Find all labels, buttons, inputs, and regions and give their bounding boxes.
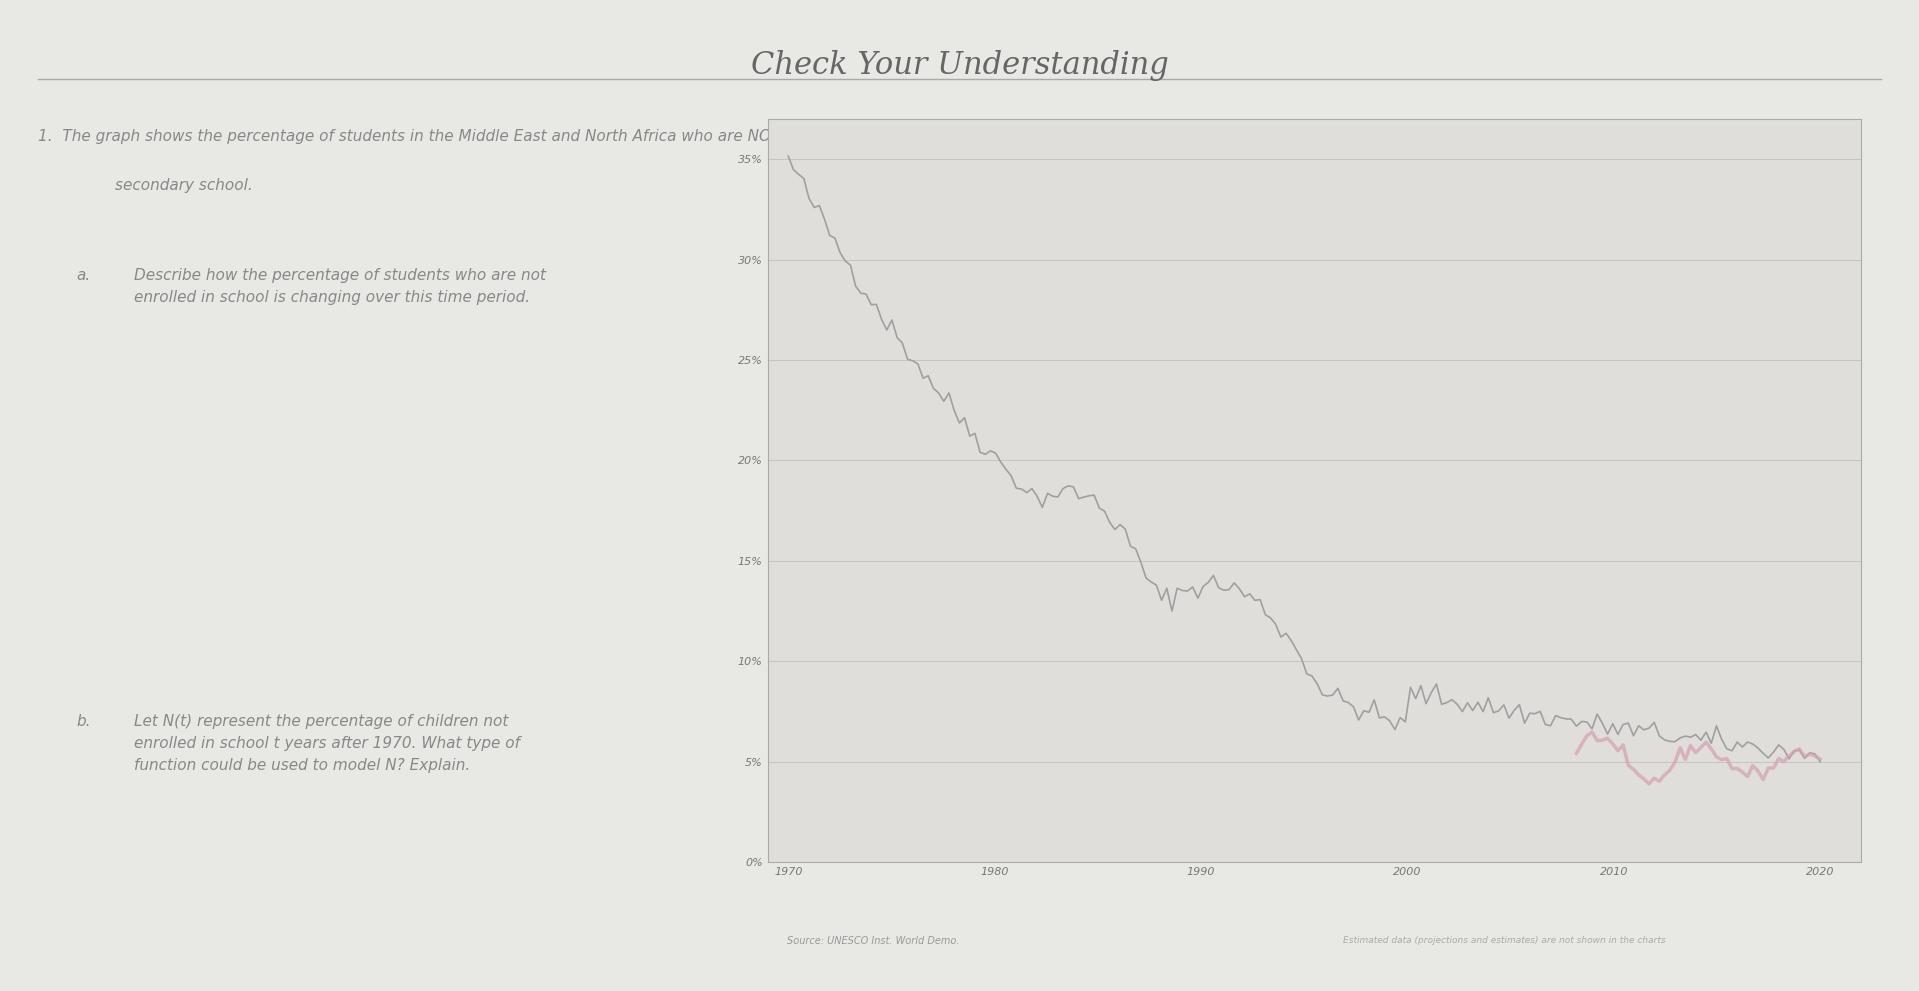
Text: b.: b. bbox=[77, 714, 92, 728]
Text: Estimated data (projections and estimates) are not shown in the charts: Estimated data (projections and estimate… bbox=[1343, 936, 1666, 945]
Text: Source: UNESCO Inst. World Demo.: Source: UNESCO Inst. World Demo. bbox=[787, 936, 960, 946]
Text: Let N(t) represent the percentage of children not
enrolled in school t years aft: Let N(t) represent the percentage of chi… bbox=[134, 714, 520, 773]
Text: Describe how the percentage of students who are not
enrolled in school is changi: Describe how the percentage of students … bbox=[134, 268, 547, 305]
Text: a.: a. bbox=[77, 268, 90, 282]
Text: Check Your Understanding: Check Your Understanding bbox=[750, 50, 1169, 80]
Text: secondary school.: secondary school. bbox=[115, 178, 253, 193]
Text: 1.  The graph shows the percentage of students in the Middle East and North Afri: 1. The graph shows the percentage of stu… bbox=[38, 129, 952, 144]
